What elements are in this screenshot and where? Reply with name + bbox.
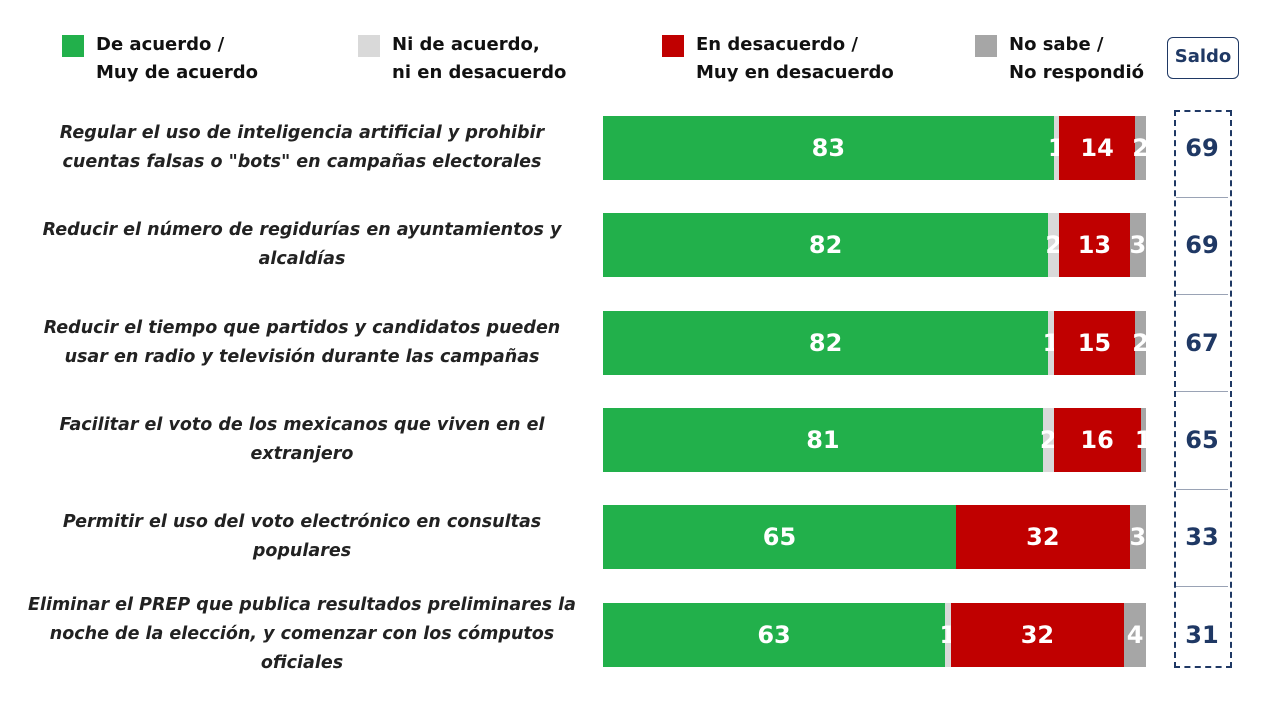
category-text: Reducir el tiempo que partidos y candida…: [43, 317, 561, 367]
bar-segment: [1135, 116, 1146, 180]
bar-segment: [945, 602, 951, 667]
bar-segment: [603, 505, 956, 570]
category-text: Permitir el uso del voto electrónico en …: [62, 512, 542, 562]
legend-label: De acuerdo / Muy de acuerdo: [96, 34, 259, 83]
value-label: 3: [1129, 523, 1147, 552]
value-label: 15: [1077, 328, 1112, 357]
value-label: 14: [1080, 134, 1114, 162]
saldo-header: [1167, 37, 1239, 79]
bar-segment: [603, 116, 1054, 180]
bar-segment: [1135, 310, 1146, 375]
bar-segment: [603, 602, 946, 667]
saldo-divider: [1176, 391, 1228, 393]
value-label: 4: [1126, 620, 1144, 649]
value-label: 2: [1132, 134, 1149, 162]
bar-segment: [1048, 310, 1054, 375]
saldo-value: 65: [1185, 425, 1219, 454]
category-label: Reducir el número de regidurías en ayunt…: [22, 195, 582, 295]
value-label: 2: [1132, 328, 1149, 357]
bar-segment: [1059, 116, 1136, 180]
category-label: Permitir el uso del voto electrónico en …: [22, 487, 582, 587]
legend-swatch: [975, 35, 997, 57]
bar-segment: [1129, 505, 1146, 570]
value-label: 83: [811, 134, 846, 162]
value-label: 3: [1129, 231, 1147, 260]
value-label: 1: [1134, 425, 1152, 454]
legend-swatch: [662, 35, 684, 57]
saldo-value: 33: [1185, 523, 1219, 552]
bar-segment: [1042, 407, 1054, 472]
bar-segment: [603, 310, 1049, 375]
value-label: 2: [1039, 425, 1057, 454]
value-label: 82: [808, 231, 843, 260]
saldo-divider: [1176, 294, 1228, 295]
category-text: Facilitar el voto de los mexicanos que v…: [59, 414, 545, 464]
bar-segment: [1129, 213, 1146, 278]
value-label: 2: [1045, 231, 1063, 260]
value-label: 13: [1077, 231, 1112, 260]
value-label: 32: [1026, 523, 1060, 552]
value-label: 81: [806, 425, 840, 454]
category-label: Eliminar el PREP que publica resultados …: [22, 585, 582, 685]
saldo-value: 69: [1185, 134, 1219, 162]
category-label: Regular el uso de inteligencia artificia…: [22, 98, 582, 198]
saldo-value: 67: [1185, 328, 1219, 357]
bar-segment: [1053, 407, 1141, 472]
saldo-divider: [1176, 488, 1228, 490]
bar-segment: [1140, 407, 1146, 472]
category-label: Facilitar el voto de los mexicanos que v…: [22, 390, 582, 490]
saldo-value: 31: [1185, 620, 1219, 649]
bar-segment: [950, 602, 1125, 667]
bar-segment: [1053, 310, 1136, 375]
bar-segment: [1124, 602, 1146, 667]
category-text: Regular el uso de inteligencia artificia…: [59, 123, 545, 172]
value-label: 82: [808, 328, 843, 357]
legend-label: Ni de acuerdo, ni en desacuerdo: [392, 34, 567, 83]
category-text: Eliminar el PREP que publica resultados …: [28, 595, 576, 673]
value-label: 16: [1080, 425, 1114, 454]
bar-segment: [603, 407, 1043, 472]
legend-swatch: [62, 35, 84, 57]
bar-segment: [1053, 116, 1060, 180]
legend-swatch: [358, 35, 380, 57]
legend-label: En desacuerdo / Muy en desacuerdo: [696, 34, 894, 83]
legend-label: No sabe / No respondió: [1009, 34, 1144, 83]
bar-segment: [1059, 213, 1130, 278]
saldo-divider: [1176, 196, 1228, 198]
saldo-box: [1174, 110, 1232, 668]
value-label: 63: [757, 620, 791, 649]
value-label: 32: [1020, 620, 1055, 649]
bar-segment: [603, 213, 1049, 278]
category-label: Reducir el tiempo que partidos y candida…: [22, 293, 582, 393]
bar-segment: [1048, 213, 1060, 278]
category-text: Reducir el número de regidurías en ayunt…: [42, 220, 562, 270]
saldo-divider: [1176, 585, 1228, 587]
saldo-title: Saldo: [1174, 46, 1232, 67]
value-label: 65: [762, 523, 797, 552]
bar-segment: [955, 505, 1130, 570]
saldo-value: 69: [1185, 231, 1219, 260]
